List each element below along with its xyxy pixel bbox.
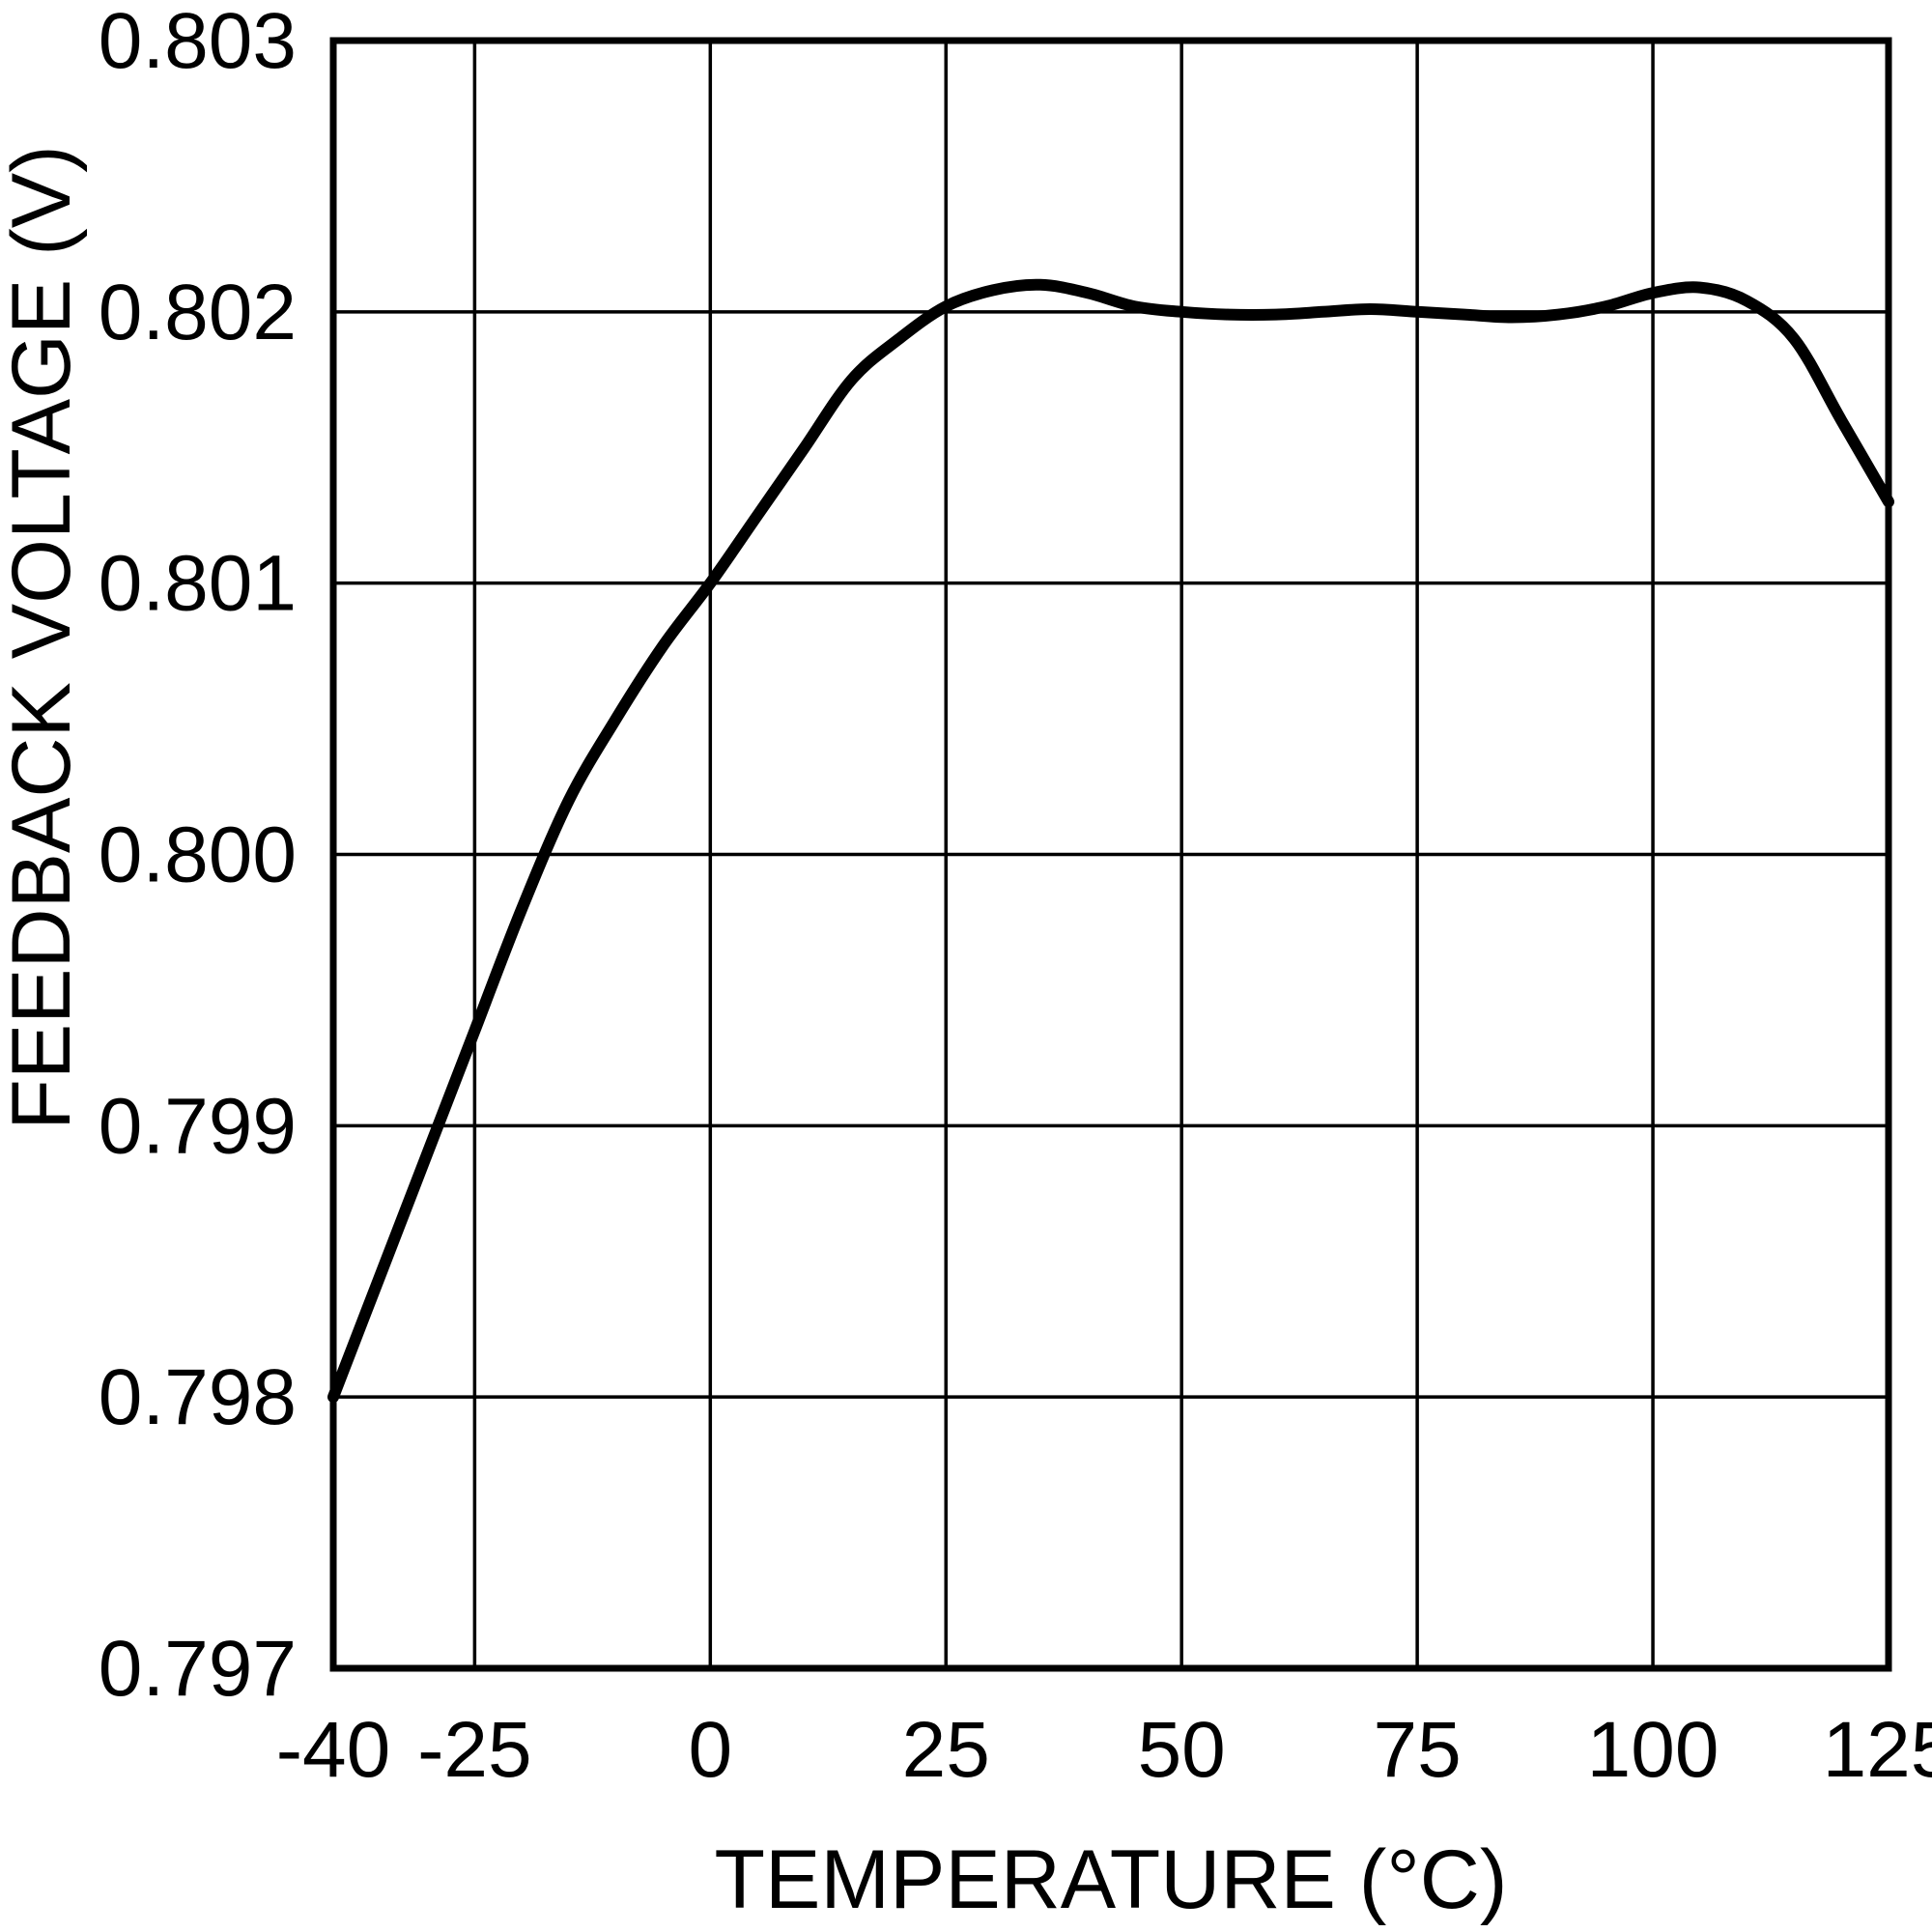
- x-tick-label: 0: [688, 1706, 732, 1794]
- y-tick-label: 0.802: [99, 269, 297, 356]
- y-tick-label: 0.800: [99, 811, 297, 899]
- x-tick-label: 100: [1587, 1706, 1719, 1794]
- data-line: [327, 278, 1894, 1404]
- y-tick-label: 0.801: [99, 540, 297, 628]
- y-tick-label: 0.797: [99, 1625, 297, 1713]
- x-tick-label: -25: [417, 1706, 532, 1794]
- x-tick-label: 50: [1138, 1706, 1226, 1794]
- x-tick-label: 25: [902, 1706, 990, 1794]
- y-tick-label: 0.798: [99, 1353, 297, 1441]
- y-tick-label: 0.803: [99, 0, 297, 85]
- x-axis-title: TEMPERATURE (°C): [714, 1833, 1507, 1926]
- y-tick-label: 0.799: [99, 1082, 297, 1170]
- plot-border: [329, 37, 1892, 1672]
- x-tick-label: -40: [276, 1706, 391, 1794]
- x-tick-label: 75: [1374, 1706, 1462, 1794]
- y-axis-title: FEEDBACK VOLTAGE (V): [0, 145, 88, 1129]
- x-tick-label: 125: [1823, 1706, 1932, 1794]
